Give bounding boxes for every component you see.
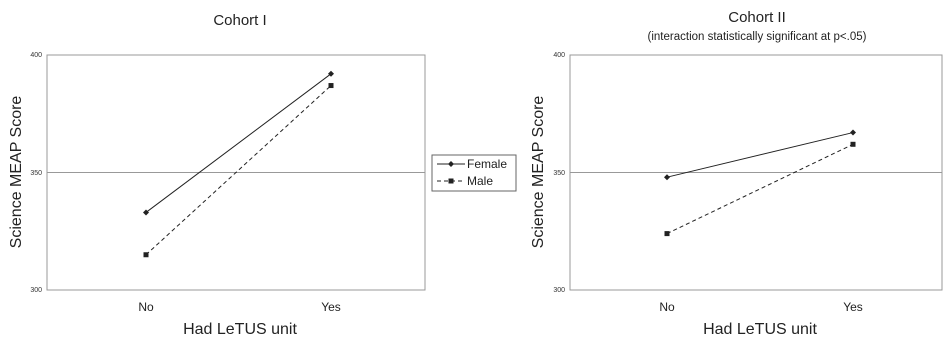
y-tick-label: 350: [30, 170, 42, 177]
y-tick-label: 400: [553, 52, 565, 59]
series-line-male: [666, 143, 854, 235]
point-female-no: [143, 209, 149, 216]
y-tick-label: 300: [553, 287, 565, 294]
series-line-male: [145, 85, 332, 256]
y-tick-label: 300: [30, 287, 42, 294]
x-tick-label: No: [659, 300, 675, 314]
chart-cohort-2: Cohort II (interaction statistically sig…: [530, 9, 943, 338]
x-tick-label: Yes: [321, 300, 341, 314]
y-axis-label: Science MEAP Score: [530, 96, 547, 249]
chart-title: Cohort I: [213, 12, 266, 29]
chart-cohort-1: Cohort I 300 350 400 No Yes Had LeTUS un…: [8, 12, 426, 338]
point-male-no: [143, 252, 149, 258]
series-marks: [143, 70, 334, 258]
x-axis-label: Had LeTUS unit: [183, 321, 297, 338]
y-tick-label: 400: [30, 52, 42, 59]
legend-marker-square: [448, 178, 454, 184]
x-axis-label: Had LeTUS unit: [703, 321, 817, 338]
y-axis-label: Science MEAP Score: [8, 96, 25, 249]
chart-subtitle: (interaction statistically significant a…: [648, 31, 867, 43]
legend-label-female: Female: [467, 157, 507, 171]
x-tick-label: Yes: [843, 300, 863, 314]
series-line-female: [145, 73, 332, 213]
y-tick-label: 350: [553, 170, 565, 177]
point-male-no: [664, 231, 670, 237]
legend-label-male: Male: [467, 174, 493, 188]
x-tick-label: No: [138, 300, 154, 314]
point-female-yes: [850, 129, 856, 136]
point-male-yes: [328, 83, 334, 89]
point-female-no: [664, 174, 670, 181]
series-marks: [664, 129, 856, 237]
point-female-yes: [328, 70, 334, 77]
chart-title: Cohort II: [728, 9, 786, 26]
series-line-female: [666, 132, 854, 178]
legend: Female Male: [431, 154, 517, 192]
legend-box: [431, 154, 517, 192]
legend-marker-diamond: [448, 161, 454, 167]
point-male-yes: [850, 141, 856, 147]
